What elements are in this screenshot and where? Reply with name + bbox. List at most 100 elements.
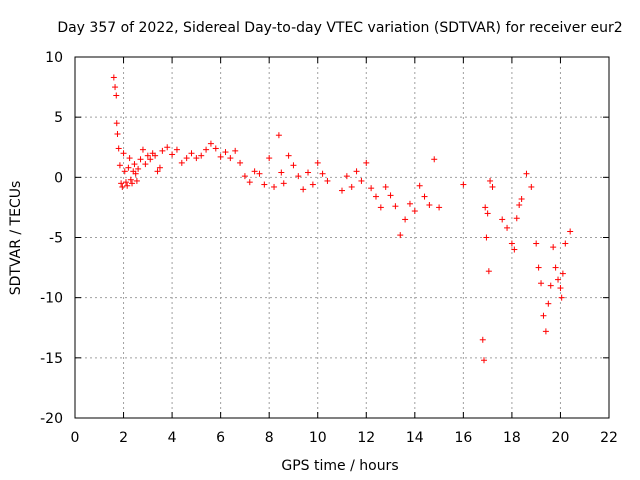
data-point <box>266 155 273 162</box>
data-point <box>124 182 131 189</box>
data-point <box>358 177 365 184</box>
data-point <box>178 159 185 166</box>
data-point <box>545 300 552 307</box>
data-point <box>402 216 409 223</box>
data-point <box>482 204 489 211</box>
data-point <box>129 180 136 187</box>
data-point <box>217 153 224 160</box>
data-point <box>516 202 523 209</box>
data-point <box>421 193 428 200</box>
data-point <box>550 244 557 251</box>
data-point <box>142 161 149 168</box>
data-point <box>188 150 195 157</box>
data-point <box>567 228 574 235</box>
data-point <box>135 165 142 172</box>
data-point <box>555 276 562 283</box>
data-point <box>169 151 176 158</box>
data-point <box>156 164 163 171</box>
data-point <box>535 264 542 271</box>
data-point <box>504 224 511 231</box>
data-point <box>324 177 331 184</box>
data-point <box>154 168 161 175</box>
data-point <box>275 132 282 139</box>
x-tick-label: 18 <box>503 430 521 446</box>
data-point <box>372 193 379 200</box>
data-point <box>484 210 491 217</box>
data-point <box>212 145 219 152</box>
data-point <box>485 268 492 275</box>
x-tick-label: 14 <box>406 430 424 446</box>
data-point <box>533 240 540 247</box>
data-point <box>122 179 129 186</box>
data-point <box>127 176 134 183</box>
data-point <box>559 270 566 277</box>
data-point <box>511 246 518 253</box>
data-point <box>116 162 123 169</box>
data-point <box>114 131 121 138</box>
data-point <box>387 192 394 199</box>
data-point <box>436 204 443 211</box>
data-point <box>133 177 140 184</box>
data-point <box>397 232 404 239</box>
data-point <box>552 264 559 271</box>
data-point <box>112 84 119 91</box>
data-point <box>113 92 120 99</box>
data-point <box>460 181 467 188</box>
data-point <box>120 150 127 157</box>
data-point <box>164 144 171 151</box>
x-axis-label: GPS time / hours <box>281 458 398 474</box>
data-point <box>125 164 132 171</box>
data-point <box>251 168 258 175</box>
data-point <box>159 147 166 154</box>
data-points <box>110 74 574 364</box>
data-point <box>557 285 564 292</box>
y-tick-label: -5 <box>49 231 63 247</box>
x-tick-label: 22 <box>600 430 618 446</box>
y-tick-label: 5 <box>54 110 63 126</box>
data-point <box>547 282 554 289</box>
data-point <box>278 169 285 176</box>
data-point <box>115 145 122 152</box>
data-point <box>513 215 520 222</box>
data-point <box>426 202 433 209</box>
data-point <box>227 155 234 162</box>
data-point <box>126 155 133 162</box>
data-point <box>431 156 438 163</box>
grid-lines <box>75 57 609 418</box>
data-point <box>152 152 159 159</box>
data-point <box>363 159 370 166</box>
data-point <box>406 200 413 207</box>
x-tick-label: 20 <box>552 430 570 446</box>
data-point <box>147 156 154 163</box>
data-point <box>183 155 190 162</box>
data-point <box>353 168 360 175</box>
y-axis-label: SDTVAR / TECUs <box>8 181 24 296</box>
data-point <box>290 162 297 169</box>
data-point <box>232 147 239 154</box>
data-point <box>207 140 214 147</box>
data-point <box>139 146 146 153</box>
x-tick-label: 16 <box>454 430 472 446</box>
x-tick-label: 6 <box>216 430 225 446</box>
y-tick-label: 10 <box>45 50 63 66</box>
data-point <box>144 152 151 159</box>
data-point <box>343 173 350 180</box>
data-point <box>487 177 494 184</box>
data-point <box>132 170 139 177</box>
data-point <box>339 187 345 194</box>
data-point <box>542 328 549 335</box>
data-point <box>137 156 144 163</box>
data-point <box>483 234 490 241</box>
x-tick-label: 8 <box>265 430 274 446</box>
data-point <box>203 146 210 153</box>
data-point <box>198 152 205 159</box>
data-point <box>246 179 253 186</box>
x-tick-label: 4 <box>168 430 177 446</box>
data-point <box>348 183 355 190</box>
x-tick-label: 12 <box>357 430 375 446</box>
data-point <box>121 168 128 175</box>
y-tick-label: 0 <box>54 170 63 186</box>
chart-title: Day 357 of 2022, Sidereal Day-to-day VTE… <box>57 20 622 36</box>
data-point <box>241 173 248 180</box>
